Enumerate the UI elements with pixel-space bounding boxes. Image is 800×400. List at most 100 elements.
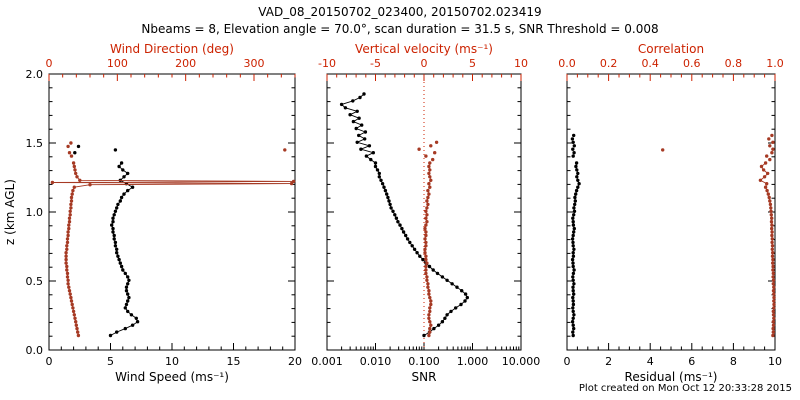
x-tick-label: 10: [768, 355, 782, 368]
residual-point: [574, 188, 579, 193]
vertical-velocity-point: [425, 278, 429, 282]
residual-point: [576, 178, 580, 182]
correlation-outliers-point: [771, 147, 775, 151]
wind-speed-point: [115, 330, 119, 334]
residual-point: [571, 220, 575, 224]
residual-outliers-point: [572, 133, 576, 138]
vertical-velocity-point: [424, 257, 428, 262]
wind-speed-point: [111, 226, 115, 231]
wind-direction-outliers-point: [69, 154, 74, 158]
wind-speed-point: [126, 275, 130, 279]
panel-frame: [326, 73, 522, 351]
correlation-point: [771, 289, 776, 293]
vertical-velocity-point: [428, 309, 432, 314]
correlation-outliers-point: [771, 140, 775, 144]
y-tick-label: 1.5: [26, 137, 44, 150]
snr-point: [385, 192, 389, 196]
residual-point: [571, 275, 575, 279]
snr-point: [364, 154, 369, 158]
residual-point: [571, 261, 575, 265]
residual-point: [571, 244, 575, 248]
residual-point: [573, 195, 577, 200]
wind-direction-point: [75, 326, 79, 331]
vertical-velocity-point: [423, 251, 427, 255]
x-tick-label: 20: [288, 355, 302, 368]
wind-direction-point: [66, 282, 70, 286]
vertical-velocity-point: [424, 268, 428, 272]
residual-point: [571, 299, 575, 303]
residual-point: [571, 271, 576, 276]
y-axis-title: z (km AGL): [3, 179, 17, 245]
snr-point: [354, 126, 358, 131]
wind-direction-point: [65, 271, 70, 276]
vertical-velocity-outliers-point: [431, 157, 435, 162]
x-tick-label: 1.0: [766, 57, 784, 70]
snr-point: [435, 271, 440, 276]
wind-speed-point: [126, 309, 130, 314]
correlation-point: [763, 185, 768, 189]
wind-direction-point: [67, 223, 71, 227]
snr-point: [436, 323, 441, 327]
wind-speed-point: [127, 295, 131, 300]
residual-point: [572, 313, 576, 317]
vertical-velocity-point: [428, 185, 432, 189]
bottom-axis-title: SNR: [412, 370, 437, 384]
correlation-point: [768, 202, 773, 207]
vertical-velocity-point: [425, 220, 429, 224]
wind-direction-point: [72, 313, 77, 317]
vertical-velocity-point: [429, 323, 433, 327]
correlation-point: [771, 257, 775, 262]
wind-speed-point: [117, 257, 121, 262]
vertical-velocity-point: [425, 206, 429, 210]
snr-point: [412, 247, 417, 251]
wind-speed-point: [123, 271, 128, 276]
wind-direction-point: [65, 240, 70, 245]
residual-point: [571, 278, 575, 282]
wind-direction-point: [69, 195, 74, 200]
residual-outliers-point: [570, 137, 575, 141]
wind-direction-point: [64, 251, 68, 255]
snr-point: [383, 188, 388, 193]
snr-line: [340, 93, 468, 336]
snr-point: [359, 147, 363, 151]
wind-speed-point: [126, 171, 130, 176]
wind-direction-point: [69, 295, 73, 300]
correlation-point: [766, 192, 770, 196]
wind-direction-point: [66, 278, 70, 282]
wind-direction-point: [65, 275, 70, 279]
snr-point: [362, 92, 366, 96]
correlation-point: [759, 164, 764, 169]
wind-direction-point: [67, 289, 72, 293]
wind-direction-outliers-point: [69, 141, 73, 145]
residual-point: [572, 247, 576, 251]
panel-frame: [48, 73, 296, 351]
wind-speed-point: [122, 175, 126, 179]
x-tick-label: 8: [730, 355, 737, 368]
vertical-velocity-point: [424, 216, 428, 220]
x-tick-label: 0.6: [683, 57, 701, 70]
wind-speed-point: [111, 220, 115, 224]
vertical-velocity-point: [424, 254, 428, 258]
wind-speed-outliers-point: [113, 148, 118, 152]
correlation-point: [765, 182, 769, 186]
correlation-point: [771, 268, 775, 272]
snr-point: [391, 209, 395, 213]
wind-direction-point: [71, 306, 75, 310]
snr-point: [351, 99, 355, 103]
wind-direction-point: [71, 161, 76, 165]
residual-point: [571, 309, 575, 314]
snr-point: [443, 316, 447, 320]
correlation-point: [772, 285, 776, 289]
correlation-point: [770, 223, 774, 227]
wind-speed-point: [119, 161, 124, 165]
residual-point: [572, 213, 576, 217]
wind-direction-point: [88, 183, 92, 187]
wind-speed-point: [130, 323, 135, 327]
wind-speed-point: [126, 282, 130, 286]
correlation-point: [771, 309, 775, 314]
correlation-point: [772, 316, 776, 320]
x-tick-label: 0: [46, 355, 53, 368]
snr-point: [389, 206, 393, 210]
vertical-velocity-point: [427, 164, 431, 169]
vertical-velocity-point: [425, 261, 429, 265]
